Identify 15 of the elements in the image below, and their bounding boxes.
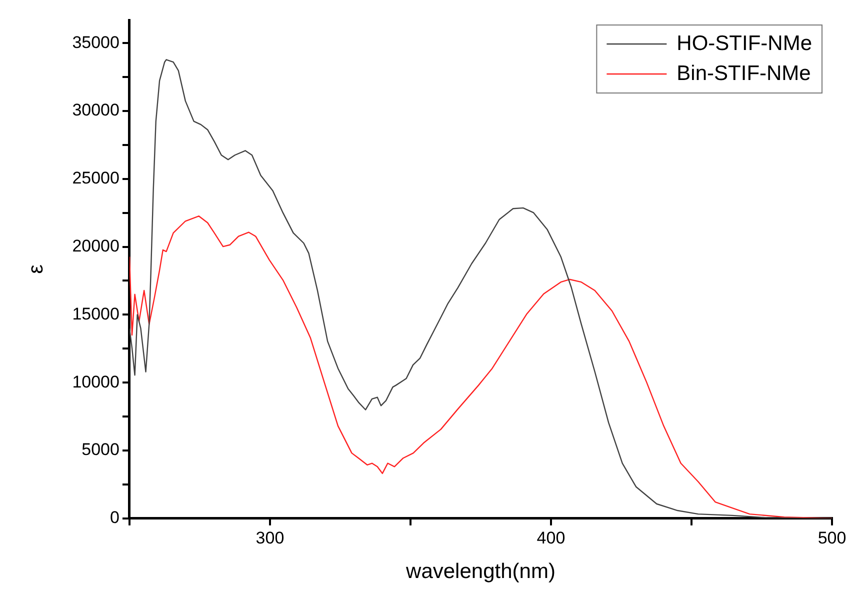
y-tick-label: 15000 — [72, 304, 120, 324]
legend-label: HO-STIF-NMe — [676, 32, 812, 55]
y-tick-label: 35000 — [72, 32, 120, 52]
y-axis-title: ε — [24, 264, 48, 274]
x-tick-label: 500 — [818, 528, 846, 548]
y-tick-label: 30000 — [72, 100, 120, 120]
legend-label: Bin-STIF-NMe — [676, 62, 811, 85]
y-tick-label: 10000 — [72, 372, 120, 392]
x-tick-label: 400 — [536, 528, 566, 548]
x-tick-label: 300 — [256, 528, 284, 548]
y-tick-label: 20000 — [72, 236, 120, 256]
y-tick-label: 5000 — [82, 440, 120, 460]
y-tick-label: 0 — [110, 508, 120, 528]
y-tick-label: 25000 — [72, 168, 120, 188]
x-axis-title: wavelength(nm) — [405, 560, 556, 584]
